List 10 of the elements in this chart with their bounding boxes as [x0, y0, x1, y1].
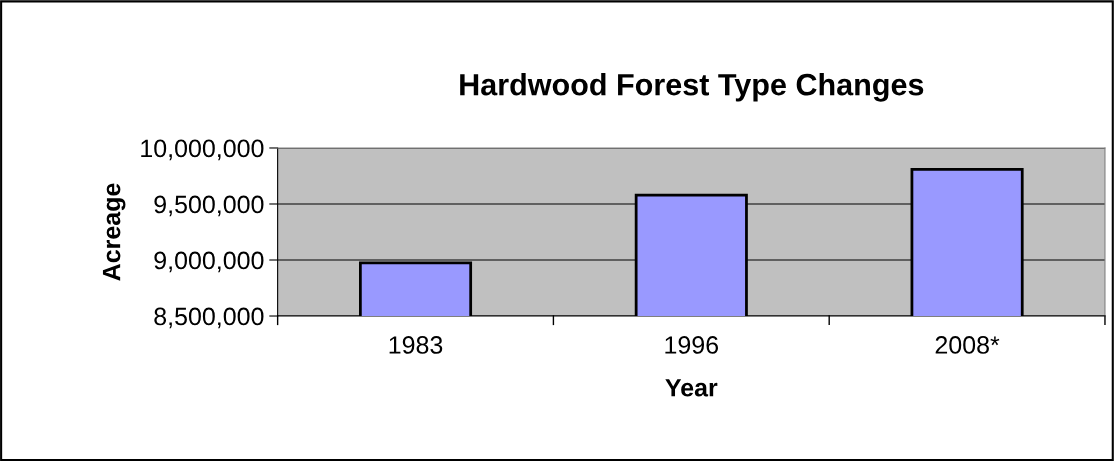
x-tick-label: 2008* [935, 336, 1000, 354]
y-tick-label: 10,000,000 [141, 139, 264, 161]
y-tick-label: 9,500,000 [154, 195, 264, 217]
x-tick-label: 1983 [389, 336, 443, 354]
y-axis-title: Acreage [102, 183, 126, 281]
x-axis-title: Year [665, 379, 718, 397]
x-tick-label: 1996 [665, 336, 719, 354]
chart-title: Hardwood Forest Type Changes [460, 73, 924, 102]
y-tick-label: 8,500,000 [154, 307, 264, 329]
y-tick-label: 9,000,000 [154, 251, 264, 273]
